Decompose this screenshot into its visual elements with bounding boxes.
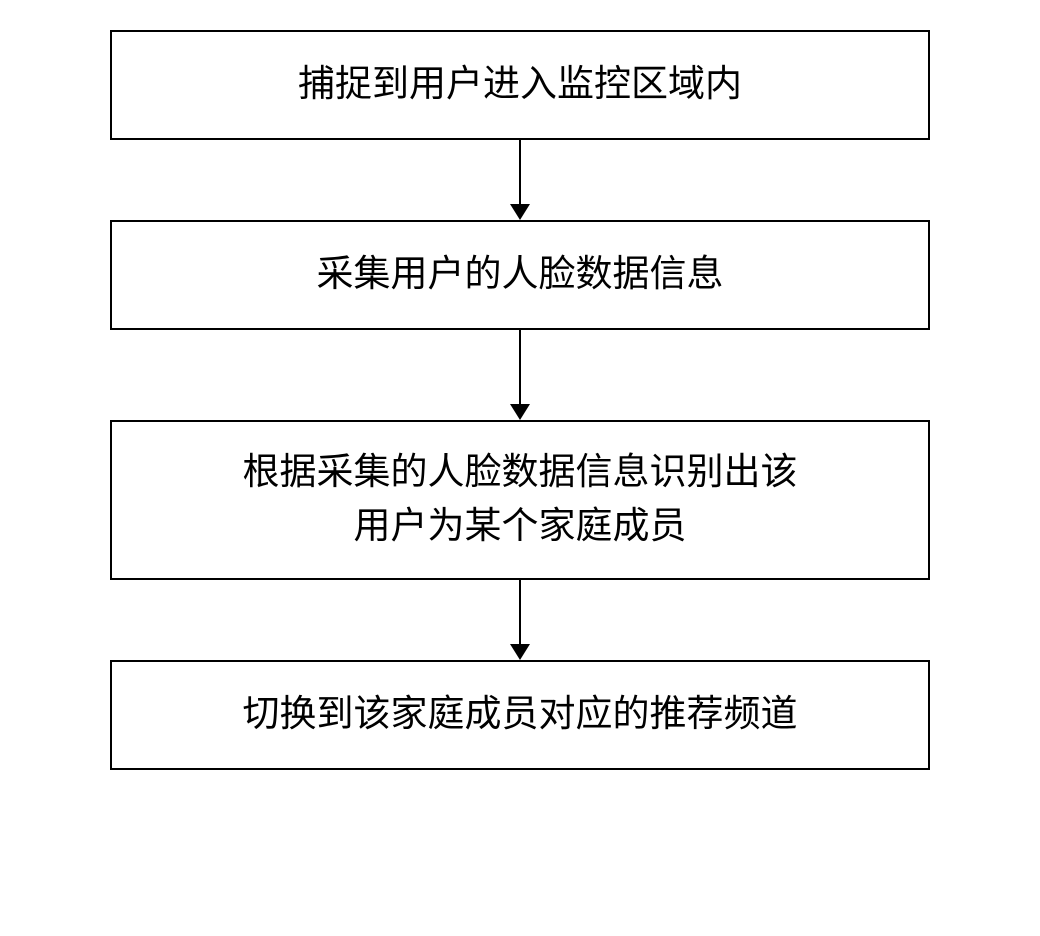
arrow-head-icon [510, 204, 530, 220]
arrow-line [519, 330, 521, 404]
flow-node-2-label: 采集用户的人脸数据信息 [317, 248, 724, 302]
flow-node-4: 切换到该家庭成员对应的推荐频道 [110, 660, 930, 770]
arrow-head-icon [510, 404, 530, 420]
flow-node-3: 根据采集的人脸数据信息识别出该 用户为某个家庭成员 [110, 420, 930, 580]
arrow-line [519, 140, 521, 204]
flow-arrow-2 [510, 330, 530, 420]
arrow-line [519, 580, 521, 644]
arrow-head-icon [510, 644, 530, 660]
flow-node-3-line2: 用户为某个家庭成员 [354, 506, 687, 547]
flow-node-3-line1: 根据采集的人脸数据信息识别出该 [243, 452, 798, 493]
flow-node-1-label: 捕捉到用户进入监控区域内 [298, 58, 742, 112]
flow-arrow-3 [510, 580, 530, 660]
flow-node-2: 采集用户的人脸数据信息 [110, 220, 930, 330]
flow-node-3-label: 根据采集的人脸数据信息识别出该 用户为某个家庭成员 [243, 446, 798, 553]
flow-node-1: 捕捉到用户进入监控区域内 [110, 30, 930, 140]
flow-arrow-1 [510, 140, 530, 220]
flow-node-4-label: 切换到该家庭成员对应的推荐频道 [243, 688, 798, 742]
flowchart-container: 捕捉到用户进入监控区域内 采集用户的人脸数据信息 根据采集的人脸数据信息识别出该… [110, 30, 930, 770]
